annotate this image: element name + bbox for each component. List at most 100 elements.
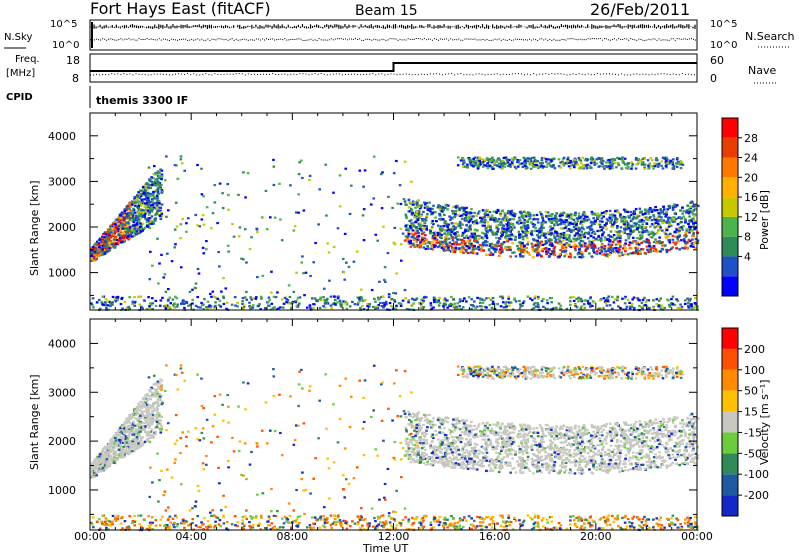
power-cell	[113, 232, 117, 235]
power-cell	[98, 249, 101, 252]
power-cell	[609, 246, 613, 249]
power-cell	[620, 167, 623, 170]
power-cell	[406, 227, 409, 230]
power-cell	[143, 215, 146, 218]
power-cell	[566, 158, 569, 161]
power-cell	[572, 225, 576, 228]
power-cell	[624, 208, 628, 212]
nsearch-sample	[652, 38, 654, 40]
cpid-panel: CPID themis 3300 IF	[6, 86, 188, 108]
power-cell	[659, 211, 663, 214]
power-cell	[96, 240, 99, 243]
power-cell	[460, 250, 464, 253]
power-cell	[614, 249, 618, 252]
power-cell	[538, 165, 542, 168]
power-cell	[464, 165, 467, 168]
power-cell	[137, 207, 140, 210]
power-cell	[681, 212, 685, 215]
power-cell	[559, 223, 562, 226]
power-cell	[614, 246, 618, 250]
power-cell	[95, 301, 99, 304]
nave-sample	[572, 73, 574, 75]
power-cell	[143, 214, 146, 217]
power-cell	[488, 158, 492, 161]
power-cell	[411, 200, 415, 203]
power-cell	[611, 236, 614, 239]
power-cell	[589, 220, 593, 224]
power-cell	[113, 228, 116, 231]
power-cell	[623, 231, 627, 234]
power-cell	[573, 256, 577, 259]
power-cell	[484, 240, 487, 243]
power-cell	[605, 222, 608, 225]
nsearch-sample	[620, 38, 622, 40]
power-cell	[587, 231, 591, 234]
nave-sample	[217, 73, 219, 75]
power-cell	[413, 229, 417, 232]
power-cell	[425, 296, 428, 299]
power-cell	[468, 225, 472, 228]
nave-sample	[178, 73, 180, 75]
power-cell	[601, 226, 604, 229]
power-cell	[528, 253, 531, 256]
power-cell	[140, 199, 144, 202]
nsearch-sample	[227, 39, 229, 41]
nave-sample	[575, 74, 577, 76]
power-cell	[656, 250, 660, 253]
power-cell	[501, 163, 505, 166]
power-cell	[461, 233, 465, 236]
power-cell	[590, 158, 593, 161]
power-cell	[136, 232, 140, 235]
power-cell	[603, 247, 606, 251]
power-cell	[571, 222, 574, 225]
power-cell	[641, 248, 645, 251]
nsearch-tick-high: 10^5	[710, 19, 737, 30]
power-cell	[105, 251, 108, 254]
power-cell	[653, 222, 656, 226]
power-cell	[630, 213, 633, 217]
power-cell	[559, 166, 563, 169]
nsearch-sample	[684, 38, 686, 40]
power-cell	[589, 234, 593, 238]
power-cell	[641, 298, 645, 301]
power-cell	[466, 236, 470, 240]
power-cell	[606, 219, 610, 222]
power-cell	[645, 229, 649, 232]
power-cell	[485, 240, 489, 244]
power-cell	[428, 231, 432, 235]
nave-sample	[244, 74, 246, 76]
power-cell	[693, 214, 696, 217]
power-cell	[696, 204, 700, 208]
nsearch-sample	[618, 38, 620, 40]
power-cell	[133, 195, 137, 199]
power-cell	[549, 160, 553, 164]
power-cell	[556, 234, 559, 238]
power-cell	[351, 300, 354, 304]
power-cell	[490, 230, 494, 233]
power-cell	[575, 217, 579, 220]
power-cell	[605, 161, 608, 164]
power-cell	[581, 255, 585, 258]
power-cell	[99, 238, 102, 241]
power-cell	[504, 156, 508, 159]
power-cell	[587, 302, 590, 305]
nave-sample	[566, 74, 568, 76]
power-cell	[149, 186, 153, 190]
power-cell	[557, 165, 561, 168]
power-cell	[447, 246, 450, 249]
nave-sample	[174, 73, 176, 75]
nsearch-sample	[567, 38, 569, 40]
power-cell	[622, 220, 626, 224]
power-cell	[108, 239, 112, 243]
power-cell	[463, 210, 467, 213]
power-cell	[615, 226, 619, 230]
nsearch-sample	[136, 39, 138, 41]
power-cell	[413, 201, 417, 204]
power-cell	[625, 228, 629, 231]
power-cell	[547, 218, 551, 221]
power-cell	[437, 204, 440, 207]
power-cell	[510, 209, 514, 212]
power-cell	[487, 160, 491, 163]
nsearch-sample	[448, 39, 450, 41]
power-cell	[519, 247, 522, 250]
